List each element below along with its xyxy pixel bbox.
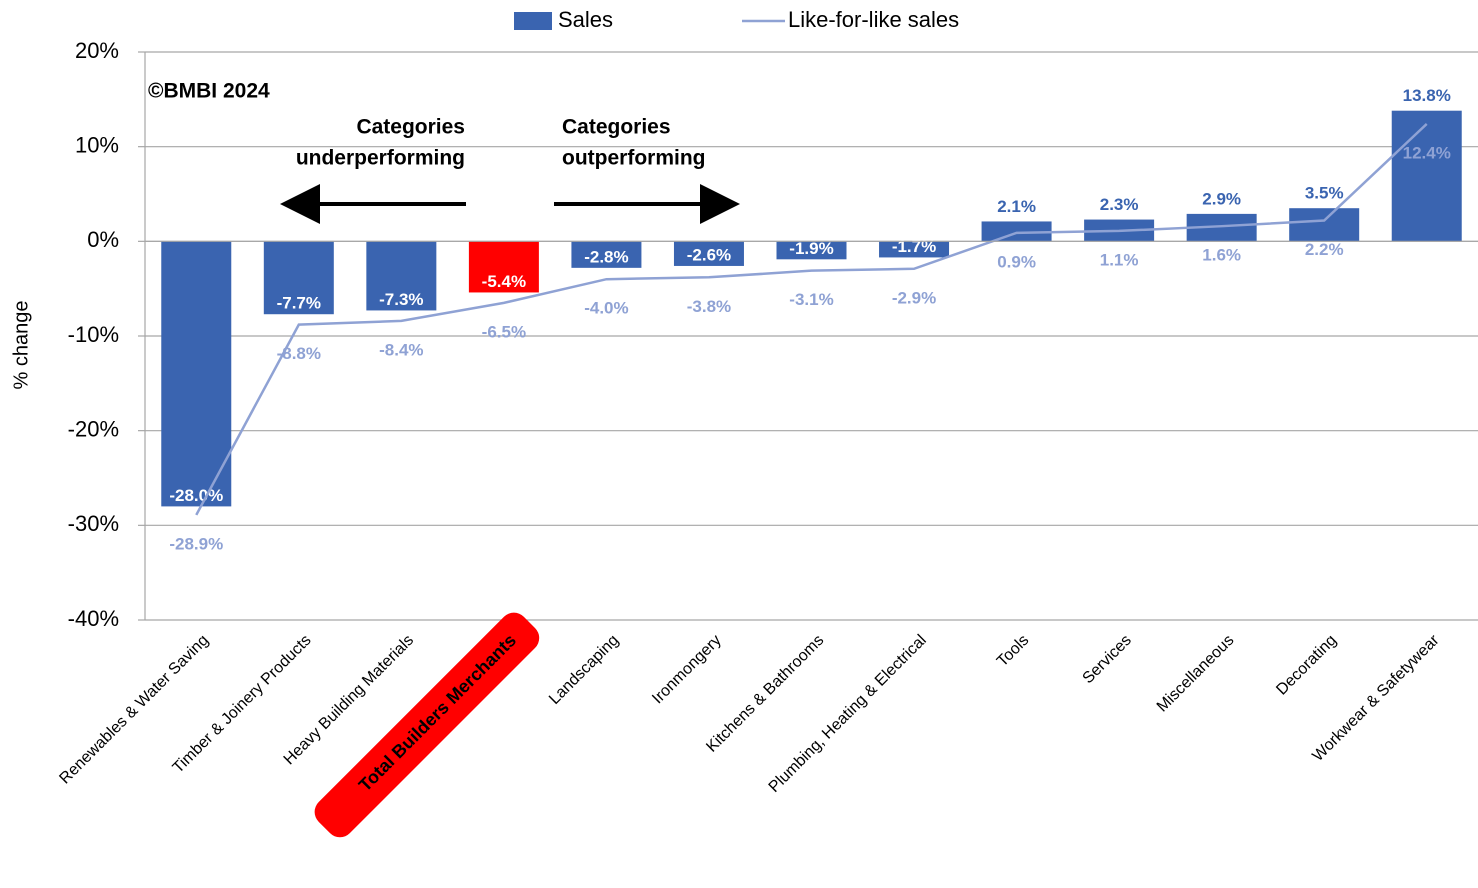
y-tick-label: -30%	[68, 511, 119, 536]
x-tick-label: Kitchens & Bathrooms	[703, 632, 827, 756]
line-value-label: -2.9%	[892, 288, 936, 307]
line-value-label: 1.6%	[1202, 246, 1241, 265]
x-tick-group: Total Builders Merchants	[314, 612, 540, 838]
bar	[571, 241, 642, 268]
bar-value-label: -1.7%	[892, 237, 936, 256]
x-tick-group: Miscellaneous	[1154, 632, 1238, 716]
line	[195, 123, 1428, 516]
copyright: ©BMBI 2024	[148, 80, 270, 103]
x-tick-label: Ironmongery	[649, 632, 725, 708]
line-value-label: 12.4%	[1403, 143, 1451, 162]
y-axis-label: % change	[10, 301, 32, 390]
x-tick-label: Total Builders Merchants	[355, 630, 520, 795]
bar	[776, 241, 847, 260]
x-tick-group: Services	[1080, 632, 1135, 687]
x-tick-label: Tools	[994, 632, 1032, 670]
bar	[468, 241, 539, 293]
line-value-label: -6.5%	[482, 322, 526, 341]
annotation: outperforming	[562, 147, 705, 170]
bar	[673, 241, 744, 266]
annotation: Categories	[356, 116, 465, 139]
bar	[1391, 110, 1462, 242]
line-value-label: -3.8%	[687, 297, 731, 316]
x-tick-label: Decorating	[1273, 632, 1340, 699]
line-value-label: -8.8%	[277, 344, 321, 363]
x-tick-label: Landscaping	[546, 632, 622, 708]
bar	[161, 241, 232, 507]
x-tick-label: Miscellaneous	[1154, 632, 1238, 716]
x-tick-group: Decorating	[1273, 632, 1340, 699]
x-tick-group: Tools	[994, 632, 1032, 670]
line-value-label: 0.9%	[997, 252, 1036, 271]
bar	[1289, 208, 1360, 242]
line-value-label: -28.9%	[169, 534, 223, 553]
bar-value-label: -7.3%	[379, 290, 423, 309]
bar-value-label: 2.9%	[1202, 189, 1241, 208]
bar-value-label: 13.8%	[1403, 86, 1451, 105]
line-value-label: -3.1%	[789, 290, 833, 309]
bar-value-label: -2.6%	[687, 245, 731, 264]
bar-value-label: -1.9%	[789, 239, 833, 258]
x-tick-group: Ironmongery	[649, 632, 725, 708]
line-value-label: -4.0%	[584, 299, 628, 318]
annotation: underperforming	[296, 147, 465, 170]
y-tick-label: 10%	[75, 132, 119, 157]
bar-value-label: 3.5%	[1305, 184, 1344, 203]
bar-value-label: 2.1%	[997, 197, 1036, 216]
annotation: Categories	[562, 116, 671, 139]
bar-value-label: -7.7%	[277, 294, 321, 313]
x-tick-group: Kitchens & Bathrooms	[703, 632, 827, 756]
bar-value-label: -5.4%	[482, 272, 526, 291]
y-tick-label: 20%	[75, 38, 119, 63]
bar	[879, 241, 950, 258]
x-tick-group: Landscaping	[546, 632, 622, 708]
line-value-label: 1.1%	[1100, 250, 1139, 269]
y-tick-label: -20%	[68, 416, 119, 441]
legend-label: Sales	[558, 7, 613, 32]
legend-swatch	[514, 12, 552, 30]
line-value-label: 2.2%	[1305, 240, 1344, 259]
bar	[263, 241, 334, 315]
y-tick-label: -10%	[68, 322, 119, 347]
bar	[981, 221, 1052, 242]
bar-value-label: -2.8%	[584, 247, 628, 266]
y-tick-label: 0%	[87, 227, 119, 252]
bar	[366, 241, 437, 311]
bar-value-label: 2.3%	[1100, 195, 1139, 214]
highlight-box	[314, 612, 540, 838]
legend-label: Like-for-like sales	[788, 7, 959, 32]
line-value-label: -8.4%	[379, 340, 423, 359]
bar-value-label: -28.0%	[169, 486, 223, 505]
x-tick-label: Services	[1080, 632, 1135, 687]
y-tick-label: -40%	[68, 606, 119, 631]
